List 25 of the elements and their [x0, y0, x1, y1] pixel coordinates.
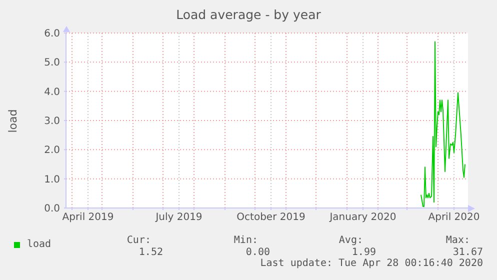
text: 1.52	[138, 247, 163, 258]
y-tick-label: 6.0	[44, 28, 60, 40]
x-tick-label: April 2020	[428, 212, 480, 224]
text: 31.67	[452, 247, 483, 258]
x-tick-label: January 2020	[328, 212, 396, 224]
text: Min:	[234, 235, 258, 246]
y-tick-label: 4.0	[44, 86, 60, 98]
legend-label: load	[27, 239, 52, 251]
x-tick-label: July 2019	[154, 212, 202, 224]
text: 0.00	[246, 247, 270, 258]
y-tick-label: 2.0	[44, 145, 60, 156]
x-tick-label: October 2019	[236, 212, 306, 224]
text: Avg:	[338, 235, 363, 246]
text: Last update: Tue Apr 28 00:16:40 2020	[260, 258, 483, 269]
y-axis-title: load	[6, 108, 20, 132]
text: Cur:	[126, 235, 151, 246]
y-tick-label: 3.0	[44, 116, 60, 128]
line-series	[420, 41, 466, 208]
y-tick-label: 1.0	[44, 174, 60, 186]
chart-title: Load average - by year	[176, 7, 321, 22]
y-tick-label: 0.0	[44, 204, 60, 215]
text: 1.99	[352, 247, 376, 258]
y-tick-label: 5.0	[44, 58, 60, 69]
text: Max:	[446, 235, 470, 246]
x-tick-label: April 2019	[62, 212, 114, 224]
